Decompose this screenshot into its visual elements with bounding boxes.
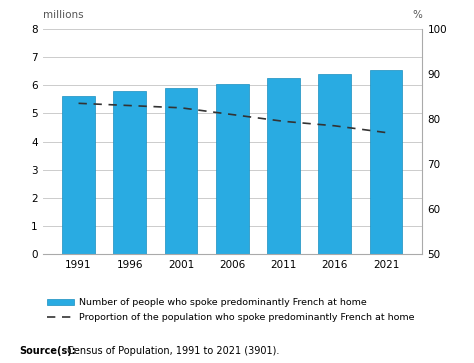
Bar (62, 96, 95, 254)
Bar (319, 74, 351, 254)
Bar (164, 88, 197, 254)
Text: Source(s):: Source(s): (19, 346, 76, 356)
Legend: Number of people who spoke predominantly French at home, Proportion of the popul: Number of people who spoke predominantly… (47, 298, 414, 322)
Text: millions: millions (43, 10, 83, 20)
Bar (370, 70, 402, 254)
Bar (267, 78, 300, 254)
Text: %: % (412, 10, 422, 20)
Text: Census of Population, 1991 to 2021 (3901).: Census of Population, 1991 to 2021 (3901… (64, 346, 279, 356)
Bar (216, 85, 249, 254)
Bar (113, 91, 146, 254)
